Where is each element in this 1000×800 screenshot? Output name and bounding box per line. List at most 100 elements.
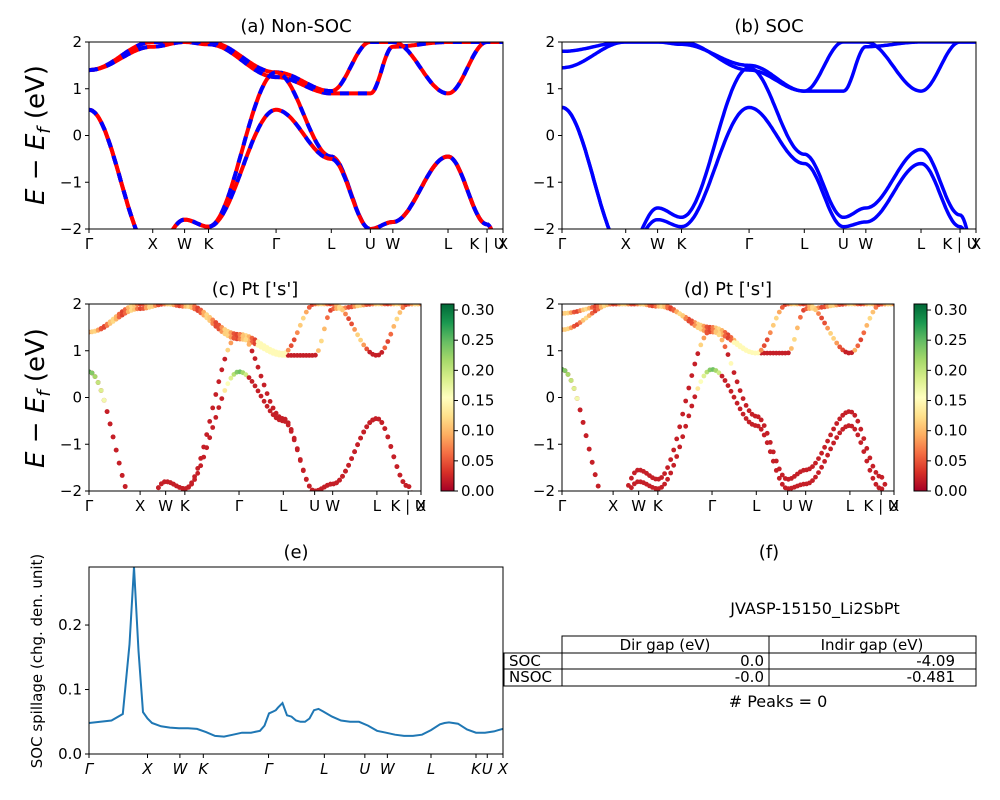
y-tick-label: −2 — [533, 220, 555, 238]
colorbar-tick-label: 0.25 — [461, 331, 494, 349]
projected-point — [677, 444, 683, 450]
colorbar-tick-label: 0.10 — [461, 422, 494, 440]
projected-point — [107, 421, 113, 427]
projected-point — [376, 416, 382, 422]
projected-point — [767, 449, 773, 455]
y-tick-label: −2 — [60, 482, 82, 500]
projected-point — [737, 388, 743, 393]
projected-point — [116, 460, 122, 466]
projected-point — [858, 337, 864, 343]
x-tick-label: W — [631, 497, 646, 515]
projected-point — [406, 484, 412, 489]
projected-point — [882, 481, 888, 487]
y-tick-label: 0.1 — [58, 681, 82, 699]
projected-point — [855, 432, 861, 438]
projected-point — [798, 314, 803, 320]
projected-point — [340, 307, 345, 313]
x-tick-label: W — [798, 497, 813, 515]
projected-point — [665, 476, 670, 482]
projected-point — [665, 465, 670, 470]
projected-point — [385, 339, 391, 344]
gap-table: JVASP-15150_Li2SbPt Dir gap (eV) Indir g… — [503, 599, 977, 711]
x-tick-label: X — [621, 235, 631, 253]
projected-point — [285, 347, 291, 353]
projected-point — [755, 423, 761, 429]
projected-point — [294, 447, 300, 453]
panel-d-title: (d) Pt ['s'] — [684, 279, 772, 300]
projected-point — [586, 446, 592, 452]
band-line — [89, 42, 503, 96]
projected-point — [767, 330, 773, 336]
projected-point — [119, 473, 125, 478]
projected-point — [583, 433, 589, 439]
y-tick-label: −1 — [60, 435, 82, 453]
projected-point — [267, 399, 273, 404]
y-tick-label: 2 — [72, 295, 82, 313]
projected-point — [737, 406, 743, 412]
projected-point — [873, 305, 879, 310]
x-tick-label: W — [858, 235, 873, 253]
projected-point — [731, 394, 737, 400]
projected-point — [337, 477, 342, 483]
projected-point — [246, 375, 252, 380]
y-tick-label: 2 — [545, 295, 555, 313]
projected-point — [689, 373, 695, 378]
projected-point — [861, 330, 867, 336]
projected-point — [779, 481, 785, 487]
projected-point — [385, 434, 391, 440]
projected-point — [337, 304, 342, 310]
projected-point — [828, 432, 833, 438]
table-cell-nsoc-indir: -0.481 — [907, 668, 955, 686]
projected-point — [722, 378, 728, 383]
projected-point — [595, 483, 601, 489]
x-tick-label: Γ — [264, 760, 274, 778]
projected-point — [873, 470, 879, 475]
colorbar-tick-label: 0.00 — [461, 482, 494, 500]
projected-point — [89, 370, 95, 376]
projected-point — [394, 464, 400, 469]
projected-point — [219, 396, 225, 401]
projected-point — [825, 452, 830, 458]
projected-point — [213, 392, 219, 397]
axes-frame — [88, 41, 504, 230]
projected-point — [156, 485, 161, 491]
projected-point — [629, 485, 634, 491]
y-tick-label: −1 — [533, 173, 555, 191]
projected-point — [216, 379, 222, 385]
x-tick-label: W — [177, 235, 192, 253]
projected-point — [288, 429, 294, 434]
band-line — [562, 105, 965, 229]
colorbar-tick-label: 0.15 — [934, 392, 967, 410]
y-tick-label: 1 — [545, 342, 555, 360]
projected-point — [819, 464, 824, 470]
table-header-indir-gap: Indir gap (eV) — [821, 636, 924, 654]
projected-point — [819, 315, 824, 321]
projected-point — [870, 309, 876, 315]
colorbar-tick-label: 0.20 — [934, 361, 967, 379]
projected-point — [740, 411, 746, 417]
projected-point — [264, 391, 270, 396]
colorbar-tick-label: 0.15 — [461, 392, 494, 410]
y-tick-label: −1 — [60, 173, 82, 191]
projected-point — [795, 325, 800, 331]
projected-point — [855, 418, 861, 424]
band-line — [89, 42, 503, 96]
x-tick-label: X — [148, 235, 158, 253]
projected-point — [285, 422, 291, 428]
projected-point — [343, 468, 348, 474]
projected-point — [379, 420, 385, 425]
x-tick-label: Γ — [272, 235, 281, 253]
projected-point — [122, 484, 128, 489]
projected-point — [879, 486, 885, 491]
projected-point — [831, 426, 836, 432]
projected-point — [810, 478, 815, 483]
y-tick-label: 1 — [72, 342, 82, 360]
axes-frame — [561, 303, 895, 492]
projected-point — [352, 327, 357, 332]
projected-point — [113, 447, 119, 453]
projected-point — [858, 440, 864, 445]
projected-point — [349, 321, 354, 327]
